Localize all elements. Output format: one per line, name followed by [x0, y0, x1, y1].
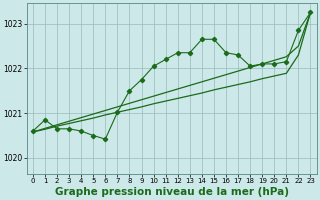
X-axis label: Graphe pression niveau de la mer (hPa): Graphe pression niveau de la mer (hPa): [55, 187, 289, 197]
